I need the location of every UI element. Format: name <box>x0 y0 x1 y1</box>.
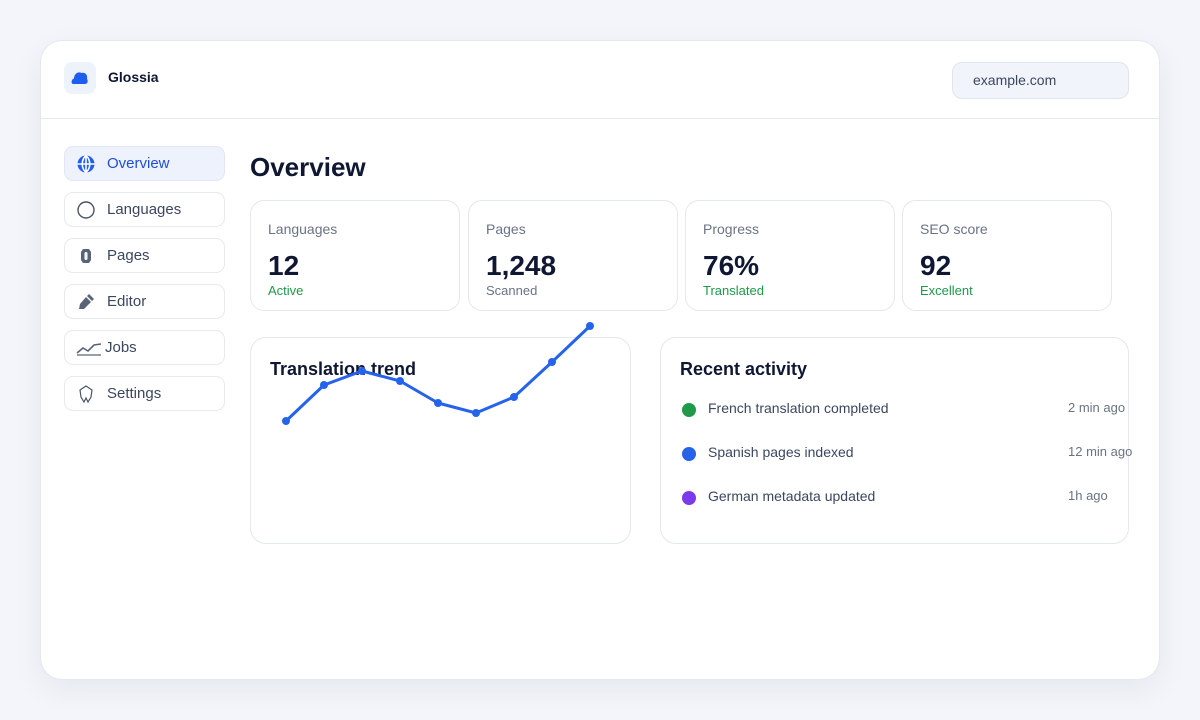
stat-value: 76% <box>703 250 760 281</box>
circle-icon <box>76 200 96 220</box>
stat-value: 12 <box>268 250 300 281</box>
activity-text: French translation completed <box>708 400 889 416</box>
sidebar-item-jobs[interactable]: Jobs <box>64 330 225 365</box>
stat-sub: Excellent <box>920 283 973 298</box>
activity-item[interactable]: French translation completed 2 min ago <box>661 399 1125 419</box>
stat-value: 1,248 <box>486 250 557 281</box>
brand-name: Glossia <box>108 69 159 85</box>
status-dot <box>682 403 696 417</box>
sidebar-item-settings[interactable]: Settings <box>64 376 225 411</box>
trend-panel: Translation trend <box>250 337 631 544</box>
activity-text: Spanish pages indexed <box>708 444 854 460</box>
sidebar-item-label: Pages <box>107 247 150 264</box>
activity-panel: Recent activity French translation compl… <box>660 337 1132 544</box>
activity-time: 1h ago <box>1068 488 1108 503</box>
page-title: Overview <box>250 152 366 182</box>
sidebar-item-pages[interactable]: Pages <box>64 238 225 273</box>
stat-sub: Translated <box>703 283 764 298</box>
activity-text: German metadata updated <box>708 488 876 504</box>
pen-icon <box>76 292 96 312</box>
sidebar-item-label: Languages <box>107 201 182 218</box>
stat-label: Progress <box>703 221 760 237</box>
badge-icon <box>76 384 96 404</box>
sidebar-item-overview[interactable]: Overview <box>64 146 225 181</box>
sidebar-item-label: Overview <box>107 155 170 172</box>
stat-value: 92 <box>920 250 952 281</box>
activity-time: 2 min ago <box>1068 400 1126 415</box>
stat-card-progress: Progress 76% Translated <box>685 200 895 311</box>
sidebar-item-label: Settings <box>107 385 162 402</box>
status-dot <box>682 447 696 461</box>
activity-icon <box>76 338 102 358</box>
app-window: Glossia example.com Overview Languages P… <box>40 40 1160 680</box>
logo <box>64 62 96 94</box>
stat-card-languages: Languages 12 Active <box>250 200 460 311</box>
sidebar-item-label: Editor <box>107 293 147 310</box>
stat-card-seo-score: SEO score 92 Excellent <box>902 200 1112 311</box>
stat-label: Pages <box>486 221 526 237</box>
trend-point-8 <box>586 322 594 330</box>
stat-sub: Active <box>268 283 304 298</box>
stat-label: Languages <box>268 221 338 237</box>
domain-selector[interactable]: example.com <box>952 62 1129 99</box>
trend-title: Translation trend <box>270 359 417 379</box>
status-dot <box>682 491 696 505</box>
activity-item[interactable]: Spanish pages indexed 12 min ago <box>661 443 1132 463</box>
stat-card-pages: Pages 1,248 Scanned <box>468 200 678 311</box>
activity-item[interactable]: German metadata updated 1h ago <box>661 487 1121 507</box>
top-header: Glossia example.com <box>41 41 1159 119</box>
activity-time: 12 min ago <box>1068 444 1133 459</box>
stat-sub: Scanned <box>486 283 538 298</box>
globe-icon <box>76 154 96 174</box>
sidebar-item-editor[interactable]: Editor <box>64 284 225 319</box>
activity-title: Recent activity <box>680 359 808 379</box>
sidebar-item-languages[interactable]: Languages <box>64 192 225 227</box>
stat-label: SEO score <box>920 221 988 237</box>
sidebar-item-label: Jobs <box>105 339 137 356</box>
document-icon <box>76 246 96 266</box>
cloud-logo-icon <box>71 72 88 84</box>
